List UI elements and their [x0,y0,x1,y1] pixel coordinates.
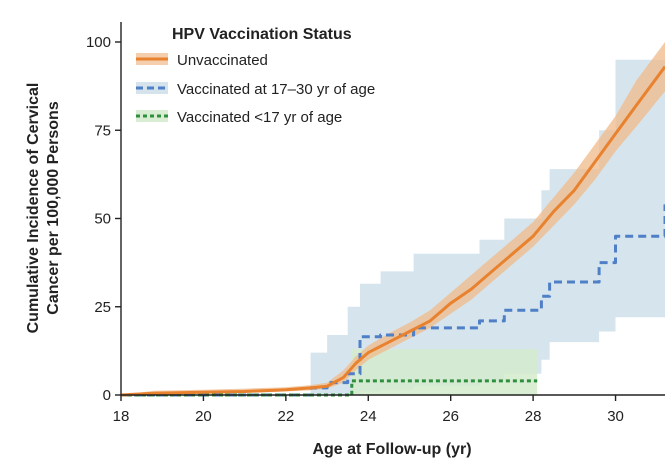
x-tick-label: 26 [442,408,459,425]
confidence-band-0 [121,42,665,395]
y-tick-label: 0 [103,387,111,404]
x-tick-label: 24 [360,408,377,425]
axes: 18 20 22 24 26 28 30 0 25 50 75 100 [86,22,665,425]
legend: HPV Vaccination Status Unvaccinated Vacc… [136,26,375,126]
series-line-0 [120,65,665,397]
legend-title: HPV Vaccination Status [172,26,352,43]
legend-label: Vaccinated <17 yr of age [177,109,342,126]
x-tick-label: 20 [195,408,212,425]
y-axis-title-line-1: Cumulative Incidence of Cervical [25,83,42,334]
legend-item-vaccinated-under-17: Vaccinated <17 yr of age [136,109,342,126]
x-tick-label: 28 [525,408,542,425]
y-tick-label: 25 [94,299,111,316]
legend-item-vaccinated-17-30: Vaccinated at 17–30 yr of age [136,81,375,98]
y-tick-label: 100 [86,34,111,51]
confidence-band-1 [121,42,665,395]
y-axis-title-line-2: Cancer per 100,000 Persons [45,101,62,315]
y-tick-label: 50 [94,211,111,228]
y-axis-title: Cumulative Incidence of Cervical Cancer … [25,83,62,334]
x-tick-label: 22 [278,408,295,425]
legend-item-unvaccinated: Unvaccinated [136,52,268,69]
confidence-bands [121,42,665,395]
legend-label: Unvaccinated [177,52,268,69]
x-tick-label: 30 [607,408,624,425]
y-tick-label: 75 [94,122,111,139]
x-tick-label: 18 [113,408,130,425]
x-axis-title: Age at Follow-up (yr) [312,441,471,458]
confidence-band-2 [121,338,538,395]
legend-label: Vaccinated at 17–30 yr of age [177,81,375,98]
